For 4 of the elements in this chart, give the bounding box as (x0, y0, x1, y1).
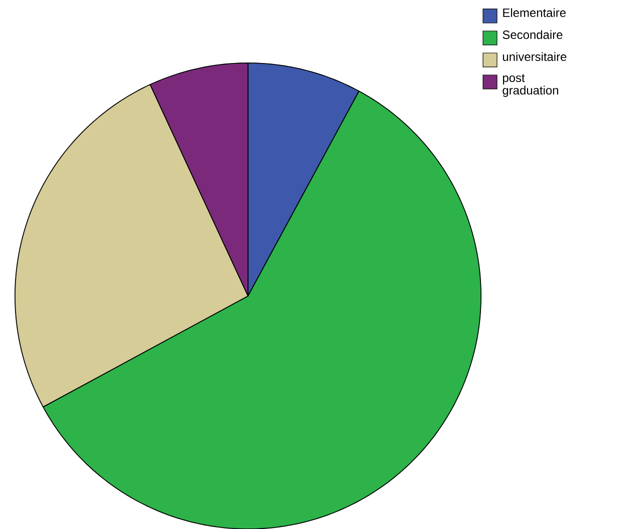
legend-label: universitaire (502, 52, 566, 61)
legend-label: Elementaire (503, 8, 566, 17)
legend-label: post graduation (502, 74, 558, 97)
legend-label: Secondaire (502, 30, 562, 39)
